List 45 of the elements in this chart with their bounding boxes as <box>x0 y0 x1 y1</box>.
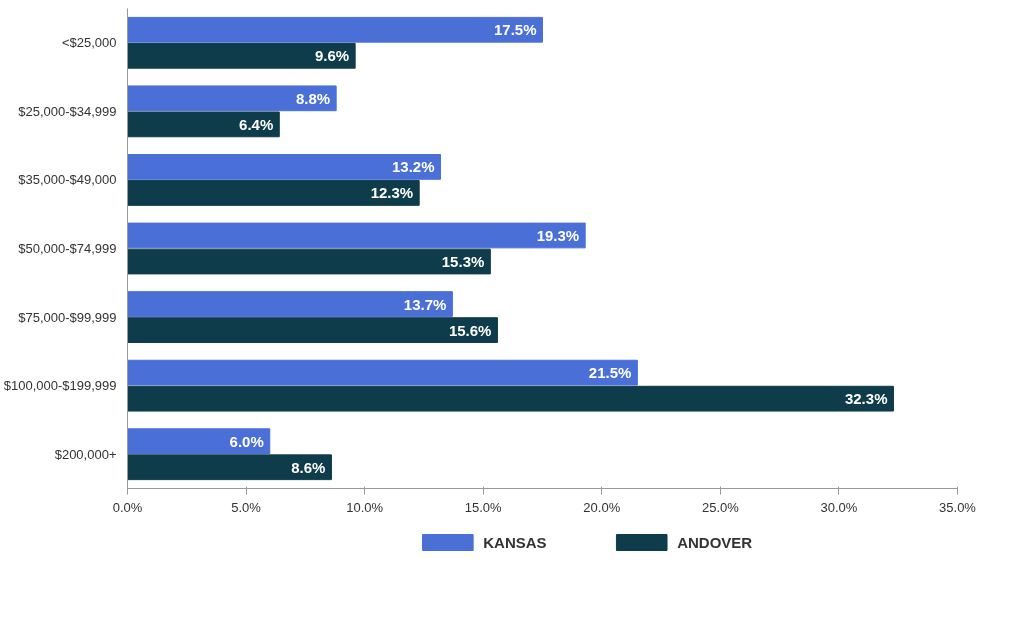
y-tick-label: $100,000-$199,999 <box>3 378 117 394</box>
data-label: 15.6% <box>448 321 492 339</box>
bar <box>127 222 586 249</box>
x-tick-label: 15.0% <box>464 499 503 515</box>
legend-label: KANSAS <box>483 534 547 551</box>
bar <box>127 428 271 455</box>
bar <box>127 85 337 112</box>
bar <box>127 385 894 412</box>
data-label: 6.4% <box>239 115 274 133</box>
x-tick-label: 35.0% <box>939 499 977 515</box>
y-tick-label: $50,000-$74,999 <box>18 241 117 256</box>
y-tick-label: $35,000-$49,000 <box>18 172 117 188</box>
data-label: 32.3% <box>844 390 888 408</box>
data-label: 8.6% <box>291 458 326 476</box>
y-tick-label: $75,000-$99,999 <box>18 309 117 325</box>
y-tick-label: $200,000+ <box>54 446 117 462</box>
bar <box>127 42 356 69</box>
legend-label: ANDOVER <box>677 534 753 551</box>
bar <box>127 248 491 275</box>
x-tick-label: 25.0% <box>701 499 740 515</box>
data-label: 15.3% <box>441 253 485 271</box>
data-label: 21.5% <box>588 364 632 382</box>
x-tick-label: 5.0% <box>231 499 262 515</box>
x-tick-label: 0.0% <box>112 499 143 515</box>
bar <box>127 16 543 43</box>
data-label: 19.3% <box>536 226 580 244</box>
x-tick-label: 30.0% <box>820 499 858 515</box>
bar <box>127 454 332 481</box>
bar <box>127 317 498 343</box>
bar <box>127 154 442 180</box>
bar <box>127 180 420 206</box>
data-label: 6.0% <box>229 432 264 450</box>
data-label: 13.2% <box>392 158 435 176</box>
bar <box>127 111 280 138</box>
y-tick-label: <$25,000 <box>61 35 117 51</box>
y-tick-label: $25,000-$34,999 <box>18 103 117 119</box>
x-tick-label: 20.0% <box>583 499 621 515</box>
data-label: 13.7% <box>403 295 447 313</box>
data-label: 9.6% <box>314 47 350 65</box>
data-label: 8.8% <box>296 89 331 107</box>
data-label: 17.5% <box>493 21 537 39</box>
bar <box>127 291 453 317</box>
data-label: 12.3% <box>370 184 414 202</box>
x-tick-label: 10.0% <box>346 499 384 515</box>
bar <box>127 359 638 386</box>
